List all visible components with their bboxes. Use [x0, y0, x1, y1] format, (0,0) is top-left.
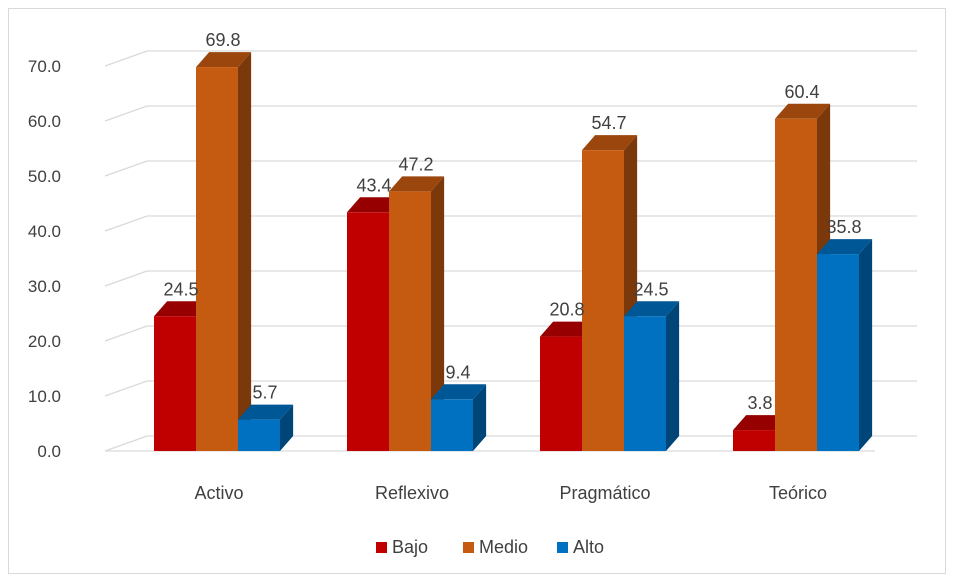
legend-swatch	[376, 542, 387, 553]
bar-top-alto	[817, 239, 873, 255]
bar-top-medio	[196, 52, 252, 68]
y-axis-ticks: 0.0 10.0 20.0 30.0 40.0 50.0 60.0 70.0	[28, 57, 61, 461]
gridline-depth	[104, 270, 148, 287]
data-label: 9.4	[445, 362, 470, 382]
bar-top-bajo	[733, 415, 789, 431]
data-label: 20.8	[549, 300, 584, 320]
data-label: 54.7	[591, 113, 626, 133]
gridline-depth	[104, 160, 148, 177]
bar-bajo	[733, 430, 775, 451]
y-tick-label: 30.0	[28, 277, 61, 296]
data-label: 69.8	[205, 30, 240, 50]
bar-top-alto	[431, 384, 487, 400]
bar-alto	[238, 419, 280, 451]
x-tick-label: Teórico	[769, 483, 827, 503]
bar-side-medio	[238, 52, 252, 451]
data-label: 43.4	[356, 175, 391, 195]
bar-medio	[389, 191, 431, 451]
bar-side-alto	[280, 404, 294, 451]
bar-side-medio	[431, 176, 445, 451]
bar-bajo	[540, 336, 582, 451]
bar-medio	[196, 67, 238, 451]
bar-top-medio	[389, 176, 445, 192]
x-tick-label: Reflexivo	[375, 483, 449, 503]
data-label: 24.5	[163, 279, 198, 299]
legend-label: Medio	[479, 537, 528, 557]
data-labels: 24.5 69.8 5.7 43.4 47.2 9.4 20.8 54.7 24.5 3.8 60.…	[163, 30, 861, 413]
chart-area: 0.0 10.0 20.0 30.0 40.0 50.0 60.0 70.0 24.5 69.8…	[8, 8, 946, 574]
bar-medio	[582, 150, 624, 451]
y-tick-label: 50.0	[28, 167, 61, 186]
legend-swatch	[557, 542, 568, 553]
bar-bajo	[154, 316, 196, 451]
data-label: 3.8	[747, 393, 772, 413]
bars	[154, 52, 873, 452]
data-label: 5.7	[252, 383, 277, 403]
bar-side-alto	[859, 239, 873, 451]
bar-alto	[624, 316, 666, 451]
bar-side-alto	[473, 384, 487, 451]
bar-top-bajo	[540, 321, 596, 337]
data-label: 47.2	[398, 154, 433, 174]
legend: Bajo Medio Alto	[376, 537, 604, 557]
gridline-depth	[104, 380, 148, 397]
bar-top-alto	[238, 404, 294, 420]
legend-label: Alto	[573, 537, 604, 557]
y-tick-label: 70.0	[28, 57, 61, 76]
x-axis-categories: Activo Reflexivo Pragmático Teórico	[194, 483, 827, 503]
gridline-depth	[104, 105, 148, 122]
y-tick-label: 0.0	[37, 442, 61, 461]
y-tick-label: 20.0	[28, 332, 61, 351]
data-label: 35.8	[826, 217, 861, 237]
bar-top-bajo	[347, 197, 403, 213]
gridline-depth	[104, 215, 148, 232]
bar-top-bajo	[154, 301, 210, 317]
bar-alto	[431, 399, 473, 451]
y-tick-label: 10.0	[28, 387, 61, 406]
gridline-depth	[104, 435, 148, 452]
bar-top-medio	[582, 135, 638, 151]
y-tick-label: 60.0	[28, 112, 61, 131]
bar-top-alto	[624, 301, 680, 317]
bar-side-alto	[666, 301, 680, 451]
bar-medio	[775, 118, 817, 452]
data-label: 60.4	[784, 82, 819, 102]
x-tick-label: Activo	[194, 483, 243, 503]
bar-alto	[817, 254, 859, 451]
legend-swatch	[463, 542, 474, 553]
x-tick-label: Pragmático	[559, 483, 650, 503]
gridline-depth	[104, 325, 148, 342]
bar-bajo	[347, 212, 389, 451]
bar-chart: 0.0 10.0 20.0 30.0 40.0 50.0 60.0 70.0 24.5 69.8…	[28, 30, 917, 557]
legend-label: Bajo	[392, 537, 428, 557]
bar-top-medio	[775, 103, 831, 119]
data-label: 24.5	[633, 279, 668, 299]
y-tick-label: 40.0	[28, 222, 61, 241]
gridline-depth	[104, 50, 148, 67]
